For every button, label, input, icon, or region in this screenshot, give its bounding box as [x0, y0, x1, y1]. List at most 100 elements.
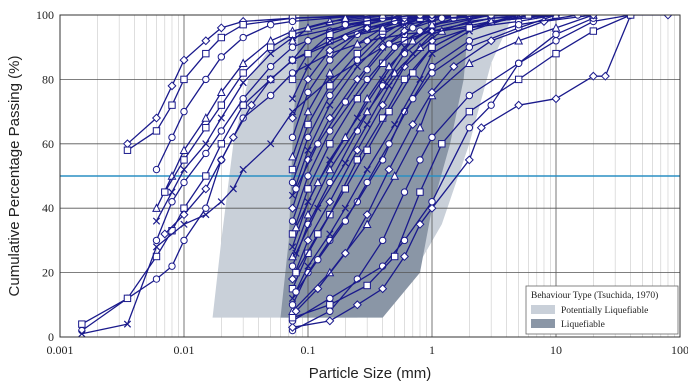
data-point [266, 74, 276, 84]
data-point [179, 145, 189, 154]
data-point [288, 243, 297, 251]
x-tick-label: 100 [671, 343, 688, 357]
data-point [304, 88, 312, 96]
data-point [288, 230, 297, 238]
data-point [239, 78, 247, 87]
data-point [288, 322, 298, 332]
data-point [409, 95, 417, 103]
y-tick-label: 60 [42, 137, 54, 151]
data-point [292, 185, 300, 193]
data-point [267, 50, 275, 58]
data-point [353, 156, 362, 164]
data-point [217, 198, 225, 206]
series-41 [291, 15, 496, 232]
data-point [123, 146, 132, 154]
data-point [304, 120, 312, 129]
data-point [266, 43, 275, 51]
series-line [292, 15, 383, 42]
data-point [304, 172, 312, 180]
data-point [385, 140, 393, 148]
series-line [295, 15, 492, 190]
data-point [288, 262, 297, 270]
data-point [465, 43, 474, 51]
series-line [81, 17, 492, 335]
data-point [362, 93, 372, 103]
data-point [416, 156, 424, 164]
data-point [202, 172, 210, 180]
data-point [239, 165, 247, 174]
data-point [588, 71, 598, 81]
data-point [292, 249, 300, 257]
legend-label-potentially-liquefiable: Potentially Liquefiable [561, 305, 648, 316]
data-point [202, 124, 210, 132]
data-point [201, 184, 211, 194]
data-point [415, 122, 425, 132]
data-point [353, 56, 362, 64]
data-point [400, 43, 409, 51]
series-line [291, 15, 519, 299]
data-point [228, 132, 238, 142]
data-point [340, 248, 350, 258]
data-point [353, 49, 362, 58]
x-tick-label: 0.01 [174, 343, 195, 357]
data-point [152, 275, 161, 283]
data-point [288, 133, 297, 142]
data-point [378, 236, 387, 245]
data-point [314, 204, 322, 212]
data-point [168, 188, 176, 196]
data-point [588, 15, 598, 20]
x-tick-label: 0.001 [47, 343, 74, 357]
series-15 [288, 15, 635, 322]
data-point [267, 140, 275, 148]
legend-swatch-liquefiable [531, 319, 555, 328]
data-point [288, 191, 297, 199]
data-point [216, 155, 226, 165]
data-point [487, 101, 495, 109]
series-36 [288, 15, 388, 45]
x-tick-label: 10 [550, 343, 562, 357]
data-point [168, 198, 176, 206]
data-point [314, 256, 322, 264]
data-point [288, 17, 297, 26]
legend-label-liquefiable: Liquefiable [561, 319, 605, 330]
data-point [409, 69, 417, 77]
data-point [123, 320, 132, 328]
data-point [325, 197, 335, 207]
data-point [179, 55, 189, 65]
data-point [390, 68, 400, 77]
data-point [449, 62, 459, 72]
data-point [427, 87, 437, 97]
data-point [486, 36, 496, 46]
data-point [202, 140, 210, 148]
data-point [303, 74, 313, 84]
data-point [428, 43, 436, 51]
data-point [390, 252, 399, 261]
data-point [514, 35, 524, 45]
series-37 [291, 15, 598, 316]
data-point [326, 82, 334, 90]
data-point [292, 268, 300, 277]
data-point [385, 107, 393, 116]
data-point [288, 217, 297, 225]
data-point [551, 22, 561, 32]
data-point [363, 75, 371, 84]
data-point [465, 24, 474, 32]
legend-swatch-potentially-liquefiable [531, 305, 555, 314]
y-tick-label: 20 [42, 266, 54, 280]
data-point [428, 30, 436, 38]
data-point [288, 35, 297, 45]
data-point [600, 71, 610, 81]
data-point [515, 15, 523, 19]
data-point [288, 165, 297, 174]
data-point [589, 27, 598, 35]
data-point [514, 59, 523, 67]
data-point [465, 91, 474, 100]
data-point [552, 37, 560, 45]
data-point [202, 75, 210, 84]
data-point [239, 95, 247, 103]
series-38 [292, 15, 582, 296]
data-point [408, 35, 418, 45]
data-point [363, 178, 371, 187]
data-point [427, 15, 437, 20]
